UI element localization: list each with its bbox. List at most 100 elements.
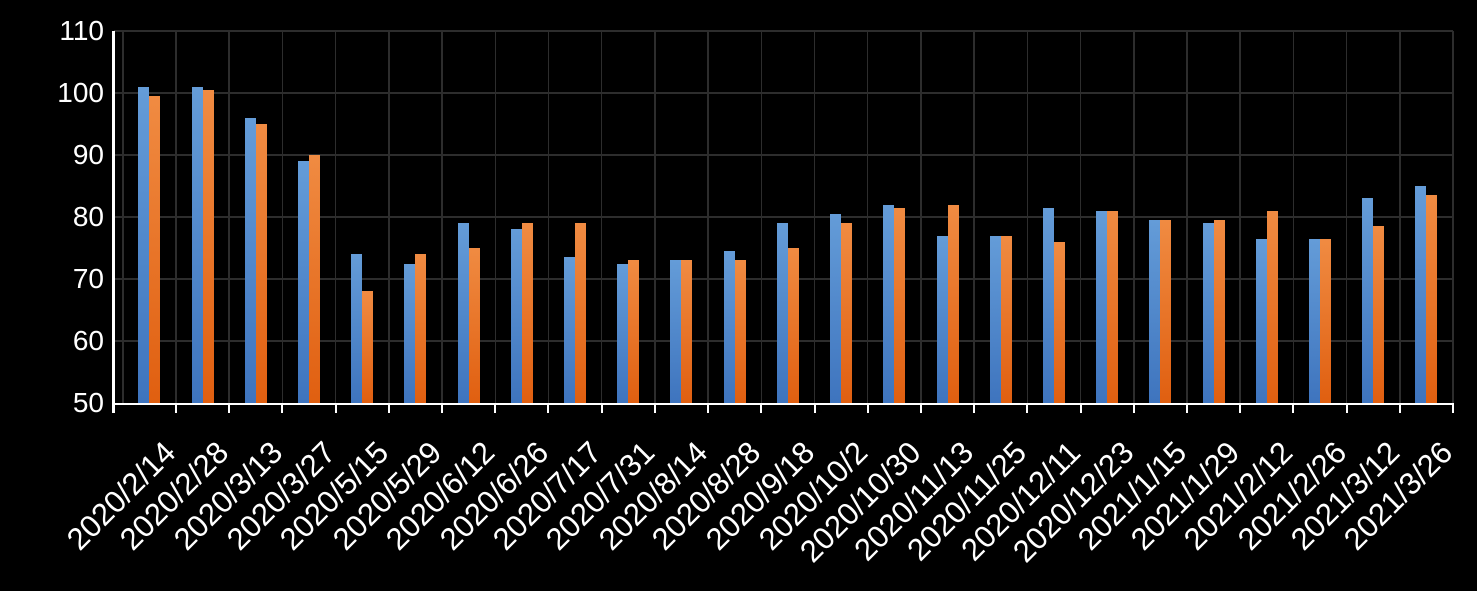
x-gridline [1452, 31, 1454, 403]
x-gridline [1292, 31, 1295, 403]
x-axis-tick [1132, 403, 1135, 413]
x-axis-tick [813, 403, 816, 413]
x-gridline [1079, 31, 1082, 403]
bar-orange [1266, 210, 1278, 403]
bar-orange [415, 254, 427, 403]
bar-orange [362, 291, 374, 403]
x-axis-tick [707, 403, 710, 413]
bar-blue [351, 254, 363, 403]
y-axis-label: 80 [72, 201, 104, 232]
y-axis-label: 110 [59, 15, 104, 46]
bar-blue [138, 86, 150, 403]
bar-blue [936, 235, 948, 403]
x-gridline [1133, 31, 1135, 403]
bar-blue [1096, 210, 1108, 403]
bar-orange [841, 223, 853, 403]
bar-orange [202, 89, 214, 403]
bar-orange [1319, 238, 1331, 403]
x-gridline [600, 31, 603, 403]
bar-orange [734, 260, 746, 403]
y-axis-label: 60 [72, 325, 104, 356]
y-gridline [113, 154, 1453, 156]
bar-blue [1042, 207, 1054, 403]
y-axis-label: 90 [72, 139, 104, 170]
x-axis-tick [600, 403, 603, 413]
bar-blue [670, 260, 682, 403]
x-axis-tick [494, 403, 497, 413]
bar-blue [1149, 220, 1161, 403]
bar-blue [457, 223, 469, 403]
bar-orange [1373, 226, 1385, 403]
x-gridline [547, 31, 550, 403]
bar-orange [1053, 241, 1065, 403]
x-gridline [175, 31, 177, 403]
bar-orange [628, 260, 640, 403]
bar-blue [830, 213, 842, 403]
bar-blue [723, 251, 735, 403]
x-axis-tick [175, 403, 177, 413]
x-gridline [1239, 31, 1241, 403]
x-axis-tick [1185, 403, 1188, 413]
x-gridline [441, 31, 443, 403]
bar-orange [1213, 220, 1225, 403]
bar-orange [255, 124, 267, 403]
y-axis-label: 50 [72, 387, 104, 418]
bar-blue [244, 117, 256, 403]
bar-blue [298, 161, 310, 403]
bar-blue [564, 257, 576, 403]
bar-orange [1160, 220, 1172, 403]
y-axis-label: 70 [72, 263, 104, 294]
x-axis-tick [760, 403, 763, 413]
x-gridline [707, 31, 709, 403]
bar-blue [404, 263, 416, 403]
x-axis-tick [387, 403, 390, 413]
x-gridline [494, 31, 496, 403]
bar-orange [681, 260, 693, 403]
bar-blue [1255, 238, 1267, 403]
x-gridline [920, 31, 922, 403]
bar-orange [468, 248, 480, 403]
x-gridline [813, 31, 816, 403]
y-gridline [113, 92, 1453, 94]
x-gridline [281, 31, 284, 403]
bar-orange [947, 204, 959, 403]
x-axis-tick [653, 403, 656, 413]
bar-orange [521, 223, 533, 403]
bar-blue [510, 229, 522, 403]
x-axis-tick [1292, 403, 1295, 413]
y-gridline [113, 30, 1453, 32]
x-axis-tick [334, 403, 337, 413]
bar-orange [575, 223, 587, 403]
x-axis-tick [1079, 403, 1082, 413]
x-axis-tick [866, 403, 869, 413]
bar-orange [149, 96, 161, 403]
x-axis-line [112, 402, 1453, 405]
bar-orange [894, 207, 906, 403]
x-axis-tick [228, 403, 231, 413]
x-axis-tick [547, 403, 550, 413]
x-gridline [228, 31, 230, 403]
bar-blue [191, 86, 203, 403]
x-axis-tick [1452, 403, 1454, 413]
x-gridline [973, 31, 975, 403]
x-axis-tick [919, 403, 922, 413]
bar-orange [787, 248, 799, 403]
x-gridline [760, 31, 763, 403]
x-gridline [1186, 31, 1188, 403]
y-axis-label: 100 [57, 77, 104, 108]
bar-orange [1426, 195, 1438, 403]
x-axis-tick [1345, 403, 1348, 413]
x-axis-tick [441, 403, 444, 413]
bar-blue [1202, 223, 1214, 403]
x-gridline [122, 31, 124, 403]
bar-blue [883, 204, 895, 403]
x-axis-tick [1398, 403, 1401, 413]
y-axis-line [112, 31, 115, 413]
bar-blue [989, 235, 1001, 403]
x-gridline [1399, 31, 1401, 403]
bar-orange [1107, 210, 1119, 403]
bar-blue [1308, 238, 1320, 403]
x-axis-tick [281, 403, 284, 413]
x-axis-tick [1026, 403, 1029, 413]
